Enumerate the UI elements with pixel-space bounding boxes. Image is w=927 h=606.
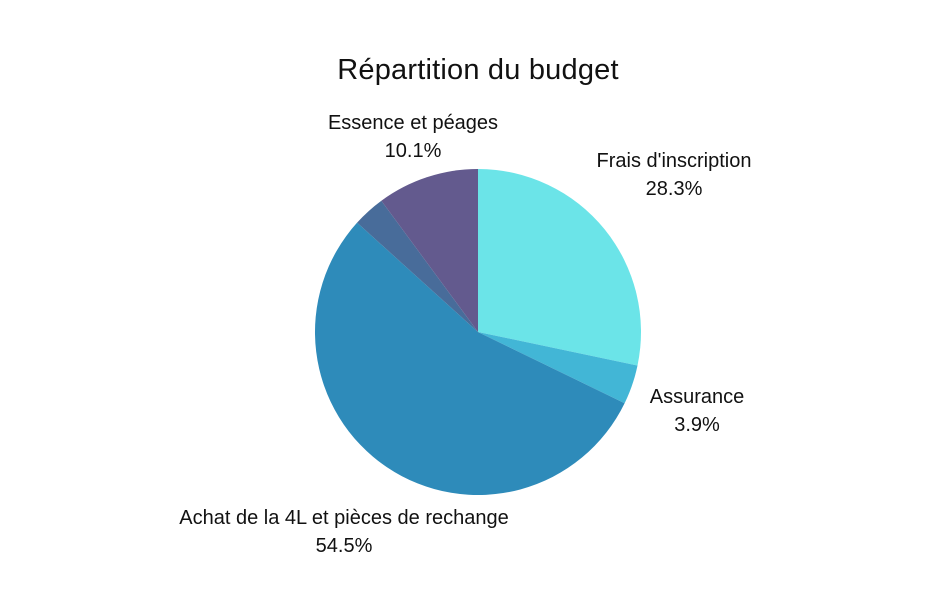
slice-label-1: Assurance 3.9% [650, 386, 745, 436]
slice-label-value-4: 10.1% [385, 140, 442, 162]
pie-slices [314, 169, 642, 496]
pie-slice-4 [381, 169, 478, 332]
slice-label-name-1: Assurance [650, 386, 745, 408]
pie-labels: Frais d'inscription 28.3% Assurance 3.9% Ach… [179, 112, 751, 557]
chart-title: Répartition du budget [337, 54, 619, 86]
slice-label-2: Achat de la 4L et pièces de rechange 54.5… [179, 507, 509, 557]
slice-label-0: Frais d'inscription 28.3% [597, 150, 752, 200]
slice-label-4: Essence et péages 10.1% [328, 112, 498, 162]
slice-label-value-2: 54.5% [316, 535, 373, 557]
slice-label-name-2: Achat de la 4L et pièces de rechange [179, 507, 509, 529]
slice-label-value-0: 28.3% [646, 178, 703, 200]
pie-slice-1 [478, 332, 638, 404]
pie-slice-2 [314, 222, 625, 496]
slice-label-name-0: Frais d'inscription [597, 150, 752, 172]
slice-label-name-4: Essence et péages [328, 112, 498, 134]
slice-label-value-1: 3.9% [674, 414, 720, 436]
pie-slice-3 [357, 200, 478, 332]
pie-slice-0 [478, 169, 642, 366]
